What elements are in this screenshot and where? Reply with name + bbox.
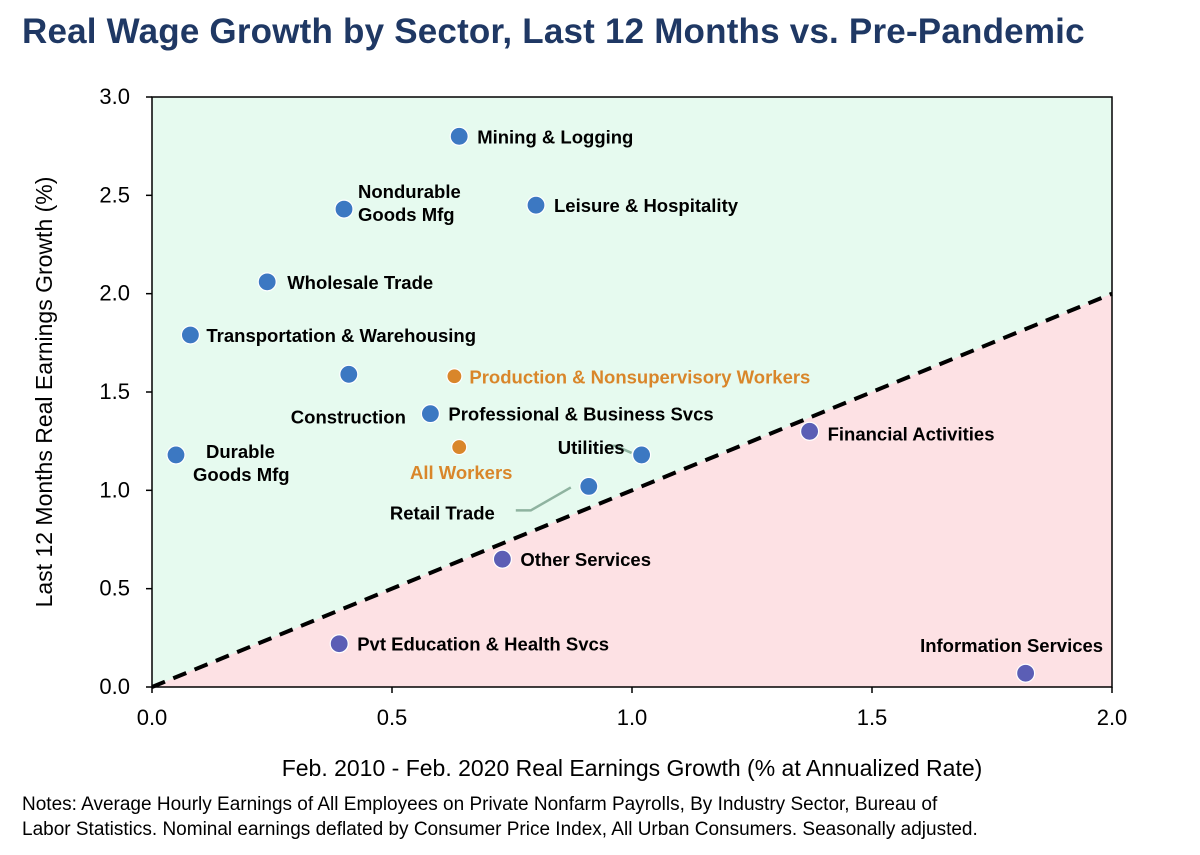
- data-point: [1015, 663, 1036, 683]
- data-point: [446, 368, 463, 385]
- y-tick-label: 2.0: [99, 281, 130, 306]
- data-point: [334, 199, 354, 219]
- y-tick-label: 3.0: [99, 84, 130, 109]
- data-point: [579, 476, 599, 496]
- data-point: [526, 195, 546, 215]
- data-point: [329, 634, 349, 654]
- scatter-chart: 0.0 0.5 1.0 1.5 2.0 2.5 3.0 0.0 0.5 1.0 1.5 2.0 Feb.…: [31, 84, 1128, 781]
- data-point: [631, 445, 652, 465]
- y-tick-label: 1.0: [99, 477, 130, 502]
- point-label: Production & Nonsupervisory Workers: [469, 366, 810, 387]
- x-tick-label: 1.0: [617, 705, 648, 730]
- notes-line-2: Labor Statistics. Nominal earnings defla…: [22, 819, 978, 840]
- x-tick-label: 0.0: [137, 705, 168, 730]
- leader-line: [515, 486, 572, 512]
- reference-line-dashed: [151, 291, 1113, 689]
- y-tick-label: 0.0: [99, 674, 130, 699]
- point-label: Other Services: [520, 549, 651, 570]
- data-point: [339, 364, 359, 384]
- point-label: Financial Activities: [828, 423, 995, 444]
- point-label: Retail Trade: [390, 502, 495, 523]
- point-label: Transportation & Warehousing: [206, 325, 476, 346]
- chart-notes: Notes: Average Hourly Earnings of All Em…: [22, 792, 1182, 842]
- data-point: [180, 325, 200, 345]
- x-tick-label: 0.5: [377, 705, 408, 730]
- data-point: [449, 126, 469, 146]
- chart-title: Real Wage Growth by Sector, Last 12 Mont…: [22, 12, 1085, 51]
- region-above-line: [152, 97, 1112, 687]
- y-tick-label: 1.5: [99, 379, 130, 404]
- point-label: Wholesale Trade: [287, 272, 433, 293]
- point-label: Nondurable Goods Mfg: [358, 181, 461, 225]
- data-point: [166, 445, 186, 465]
- point-label: Durable Goods Mfg: [193, 441, 290, 485]
- leader-line: [606, 444, 633, 455]
- y-axis-title: Last 12 Months Real Earnings Growth (%): [31, 177, 57, 608]
- data-point: [451, 438, 468, 456]
- x-axis-title: Feb. 2010 - Feb. 2020 Real Earnings Grow…: [282, 755, 983, 781]
- data-point: [799, 421, 820, 441]
- data-point: [420, 404, 440, 424]
- point-label: All Workers: [410, 462, 512, 483]
- y-tick-label: 2.5: [99, 182, 130, 207]
- notes-line-1: Notes: Average Hourly Earnings of All Em…: [22, 794, 938, 815]
- data-point: [257, 272, 277, 292]
- y-tick-label: 0.5: [99, 576, 130, 601]
- point-label: Professional & Business Svcs: [448, 404, 713, 425]
- point-label: Pvt Education & Health Svcs: [357, 634, 609, 655]
- x-tick-label: 2.0: [1097, 705, 1128, 730]
- point-label: Information Services: [920, 635, 1103, 656]
- x-tick-label: 1.5: [857, 705, 888, 730]
- point-label: Construction: [291, 406, 406, 427]
- point-label: Utilities: [558, 437, 625, 458]
- point-label: Mining & Logging: [477, 126, 633, 147]
- data-point: [492, 549, 512, 569]
- point-label: Leisure & Hospitality: [554, 195, 739, 216]
